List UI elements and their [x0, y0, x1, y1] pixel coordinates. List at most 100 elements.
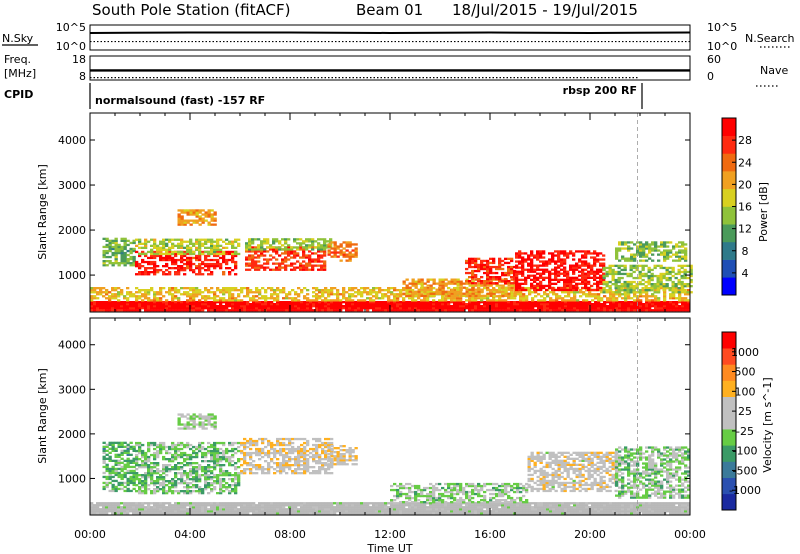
- heatmap-cell: [90, 502, 94, 505]
- heatmap-cell: [165, 238, 169, 241]
- heatmap-cell: [459, 309, 463, 312]
- heatmap-cell: [420, 286, 424, 289]
- heatmap-cell: [369, 303, 373, 306]
- heatmap-cell: [626, 280, 630, 284]
- heatmap-cell: [453, 282, 457, 285]
- heatmap-cell: [324, 297, 328, 300]
- heatmap-cell: [530, 274, 534, 277]
- heatmap-cell: [669, 249, 673, 252]
- heatmap-cell: [675, 287, 679, 290]
- heatmap-cell: [302, 248, 306, 251]
- heatmap-cell: [270, 301, 274, 304]
- heatmap-cell: [671, 270, 675, 274]
- heatmap-cell: [342, 287, 346, 290]
- heatmap-cell: [141, 305, 145, 308]
- heatmap-cell: [153, 273, 157, 276]
- heatmap-cell: [599, 282, 603, 285]
- heatmap-cell: [342, 502, 346, 505]
- heatmap-cell: [629, 285, 633, 288]
- heatmap-cell: [314, 264, 318, 267]
- heatmap-cell: [183, 240, 187, 243]
- heatmap-cell: [660, 301, 664, 304]
- heatmap-cell: [177, 250, 181, 254]
- heatmap-cell: [558, 307, 562, 310]
- heatmap-cell: [605, 291, 609, 294]
- heatmap-cell: [147, 301, 151, 304]
- heatmap-cell: [207, 301, 211, 304]
- heatmap-cell: [165, 265, 169, 268]
- heatmap-cell: [234, 309, 238, 312]
- heatmap-cell: [339, 307, 343, 310]
- heatmap-cell: [626, 291, 630, 294]
- heatmap-cell: [293, 246, 297, 249]
- heatmap-cell: [456, 510, 460, 513]
- heatmap-cell: [570, 303, 574, 306]
- heatmap-cell: [671, 291, 675, 294]
- heatmap-cell: [204, 307, 208, 310]
- heatmap-cell: [492, 506, 496, 509]
- heatmap-cell: [390, 291, 394, 294]
- heatmap-cell: [609, 301, 613, 304]
- heatmap-cell: [543, 502, 547, 505]
- heatmap-cell: [111, 510, 115, 513]
- heatmap-cell: [552, 506, 556, 509]
- heatmap-cell: [414, 512, 418, 515]
- heatmap-cell: [459, 280, 463, 283]
- heatmap-cell: [210, 238, 214, 241]
- heatmap-cell: [624, 287, 628, 290]
- heatmap-cell: [267, 510, 271, 513]
- heatmap-cell: [219, 289, 223, 292]
- heatmap-cell: [177, 223, 181, 226]
- heatmap-cell: [180, 301, 184, 304]
- heatmap-cell: [311, 244, 315, 247]
- heatmap-cell: [378, 502, 382, 505]
- heatmap-cell: [666, 241, 670, 244]
- heatmap-cell: [489, 280, 493, 283]
- heatmap-cell: [483, 267, 487, 271]
- heatmap-cell: [168, 238, 172, 241]
- heatmap-cell: [498, 278, 502, 281]
- heatmap-cell: [366, 297, 370, 300]
- heatmap-cell: [117, 309, 121, 312]
- colorbar-swatch: [722, 224, 736, 243]
- heatmap-cell: [246, 309, 250, 312]
- heatmap-cell: [270, 295, 274, 298]
- heatmap-cell: [189, 295, 193, 298]
- heatmap-cell: [465, 512, 469, 515]
- heatmap-cell: [315, 293, 319, 296]
- heatmap-cell: [159, 258, 163, 262]
- heatmap-cell: [372, 309, 376, 312]
- heatmap-cell: [291, 301, 295, 304]
- heatmap-cell: [468, 510, 472, 513]
- heatmap-cell: [486, 280, 490, 283]
- heatmap-cell: [674, 291, 678, 294]
- heatmap-cell: [444, 297, 448, 300]
- heatmap-cell: [306, 293, 310, 296]
- heatmap-cell: [360, 295, 364, 298]
- heatmap-cell: [617, 285, 621, 288]
- heatmap-cell: [654, 247, 658, 250]
- heatmap-cell: [552, 508, 556, 511]
- heatmap-cell: [299, 266, 303, 269]
- heatmap-cell: [635, 276, 639, 280]
- heatmap-cell: [387, 508, 391, 511]
- heatmap-cell: [650, 274, 654, 278]
- colorbar-tick-label: 20: [738, 178, 752, 191]
- heatmap-cell: [360, 287, 364, 290]
- heatmap-cell: [507, 292, 511, 295]
- heatmap-cell: [537, 502, 541, 505]
- heatmap-cell: [486, 301, 490, 304]
- heatmap-cell: [429, 288, 433, 291]
- heatmap-cell: [357, 293, 361, 296]
- heatmap-cell: [207, 512, 211, 515]
- heatmap-cell: [168, 256, 172, 260]
- heatmap-cell: [180, 223, 184, 226]
- heatmap-cell: [432, 307, 436, 310]
- heatmap-cell: [287, 250, 291, 253]
- heatmap-cell: [219, 252, 223, 256]
- heatmap-cell: [438, 305, 442, 308]
- heatmap-cell: [210, 265, 214, 268]
- heatmap-cell: [528, 506, 532, 509]
- heatmap-cell: [593, 278, 597, 281]
- heatmap-cell: [312, 299, 316, 302]
